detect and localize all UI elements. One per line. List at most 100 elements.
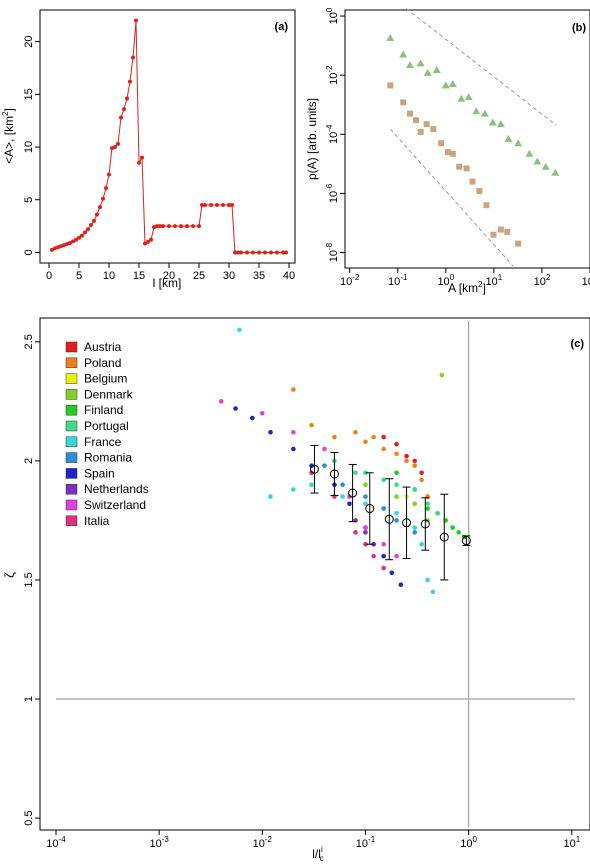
panel-a-point bbox=[92, 218, 96, 223]
panel-c-x-tick-label: 100 bbox=[460, 835, 477, 850]
panel-c: 10-4 10-3 10-2 10-1 100 101 0.511.522.5 Austr… bbox=[2, 317, 590, 863]
legend-label-italia: Italia bbox=[84, 514, 110, 528]
legend-swatch-netherlands bbox=[65, 483, 78, 495]
panel-a-x-tick-label: 30 bbox=[223, 270, 235, 282]
panel-c-point-france bbox=[430, 589, 436, 595]
panel-c-point-portugal bbox=[425, 501, 430, 507]
panel-b-x-tick-label: 102 bbox=[534, 273, 551, 288]
panel-b-y-tick-label: 10-8 bbox=[325, 242, 340, 262]
legend-swatch-poland bbox=[65, 357, 78, 369]
panel-c-point-poland bbox=[291, 387, 296, 392]
panel-b-square-point bbox=[387, 82, 394, 89]
panel-c-point-switzerland bbox=[381, 541, 386, 547]
panel-b-frame bbox=[344, 9, 590, 269]
panel-c-point-france bbox=[419, 541, 424, 547]
panel-c-point-romania bbox=[412, 530, 418, 535]
panel-c-point-poland bbox=[363, 439, 368, 445]
panel-c-point-switzerland bbox=[291, 430, 296, 435]
panel-c-x-ticks: 10-4 10-3 10-2 10-1 100 101 bbox=[46, 830, 581, 850]
panel-c-average-point bbox=[420, 519, 430, 529]
panel-c-xlabel: l/li c bbox=[312, 845, 323, 863]
panel-b-square-point bbox=[463, 165, 470, 172]
panel-a-point bbox=[284, 250, 288, 255]
panel-a-point bbox=[146, 239, 150, 244]
panel-b-triangle-point bbox=[496, 120, 505, 128]
panel-b-square-point bbox=[456, 163, 463, 170]
legend-swatch-belgium bbox=[65, 373, 78, 384]
panel-b-triangle-point bbox=[416, 59, 425, 67]
legend-label-finland: Finland bbox=[84, 403, 123, 417]
panel-a-point bbox=[137, 160, 141, 165]
panel-c-point-spain bbox=[309, 463, 314, 468]
panel-a-point bbox=[230, 203, 234, 208]
panel-c-y-tick-label: 1 bbox=[23, 696, 35, 702]
panel-c-point-switzerland bbox=[347, 494, 352, 499]
panel-a-point bbox=[77, 235, 81, 240]
panel-a-point bbox=[215, 203, 219, 208]
panel-b-triangle-point bbox=[457, 94, 466, 102]
panel-a-point bbox=[197, 224, 201, 229]
panel-a-x-tick-label: 15 bbox=[133, 270, 145, 282]
legend-label-denmark: Denmark bbox=[84, 387, 134, 401]
panel-a-point bbox=[173, 224, 177, 229]
panel-c-y-tick-label: 0.5 bbox=[23, 810, 35, 825]
panel-b-square-point bbox=[449, 150, 456, 157]
panel-a-x-ticks: 0 5 10 15 20 25 30 35 40 bbox=[46, 263, 295, 282]
panel-c-x-tick-label-base: 10 bbox=[149, 838, 161, 850]
legend-swatch-france bbox=[65, 436, 78, 448]
panel-a-y-tick-label: 0 bbox=[23, 249, 35, 255]
panel-a-point bbox=[236, 250, 240, 255]
panel-a-point bbox=[59, 244, 63, 249]
panel-b-triangle-point bbox=[441, 81, 450, 89]
legend-swatch-switzerland bbox=[65, 499, 78, 511]
panel-b-xlabel-end: ] bbox=[483, 281, 486, 295]
panel-c-point-switzerland bbox=[363, 525, 368, 530]
panel-c-point-france bbox=[394, 510, 399, 516]
panel-b-x-tick-label: 103 bbox=[582, 273, 590, 288]
panel-a-point bbox=[107, 172, 111, 177]
panel-b-square-point bbox=[483, 202, 490, 209]
panel-c-point-poland bbox=[353, 430, 358, 435]
panel-b-triangle-point bbox=[405, 61, 414, 69]
panel-b-y-tick-label-exp: -2 bbox=[325, 65, 334, 73]
panel-c-y-tick-label: 1.5 bbox=[23, 572, 35, 587]
panel-c-point-italia bbox=[309, 470, 314, 476]
panel-b-y-tick-label: 10-6 bbox=[325, 183, 340, 203]
panel-c-point-poland bbox=[419, 477, 424, 483]
panel-c-point-france bbox=[363, 501, 368, 507]
panel-c-point-spain bbox=[233, 406, 238, 411]
panel-b-y-tick-label-exp: -4 bbox=[325, 124, 334, 132]
panel-c-point-portugal bbox=[363, 470, 368, 476]
panel-c-point-poland bbox=[371, 434, 376, 440]
panel-c-x-tick-label-base: 10 bbox=[563, 838, 575, 850]
panel-a-point bbox=[269, 250, 273, 255]
panel-a-ylabel: <A>, [km2] bbox=[1, 108, 16, 164]
panel-a-ylabel-main: <A>, [km bbox=[2, 116, 16, 164]
panel-b-x-tick-label-exp: 0 bbox=[450, 273, 455, 282]
panel-a-y-tick-label: 20 bbox=[23, 36, 35, 48]
panel-c-point-switzerland bbox=[322, 446, 327, 452]
panel-c-frame bbox=[39, 317, 590, 831]
panel-b-square-point bbox=[417, 128, 424, 135]
panel-b-xlabel-main: A [km bbox=[448, 281, 478, 295]
panel-c-point-switzerland bbox=[394, 553, 399, 559]
panel-b-data bbox=[386, 8, 560, 267]
panel-a-point bbox=[161, 224, 165, 229]
panel-a-x-tick-label: 0 bbox=[46, 270, 52, 282]
panel-a-point bbox=[125, 96, 129, 101]
panel-c-point-portugal bbox=[435, 510, 440, 516]
legend-swatch-italia bbox=[65, 515, 78, 527]
panel-b-ylabel: p(A) [arb. units] bbox=[305, 98, 319, 180]
panel-b-x-tick-label-base: 10 bbox=[388, 276, 400, 288]
panel-c-point-france bbox=[425, 577, 430, 583]
panel-b-square-point bbox=[469, 178, 476, 185]
panel-b-triangle-point bbox=[551, 168, 560, 176]
panel-a-point bbox=[152, 225, 156, 230]
panel-a-point bbox=[119, 115, 123, 120]
panel-c-point-spain bbox=[291, 446, 296, 452]
legend-swatch-spain bbox=[65, 468, 78, 479]
panel-a-point bbox=[143, 241, 147, 246]
panel-b-x-tick-label: 10-2 bbox=[340, 273, 360, 288]
panel-b-triangle-point bbox=[448, 80, 457, 88]
